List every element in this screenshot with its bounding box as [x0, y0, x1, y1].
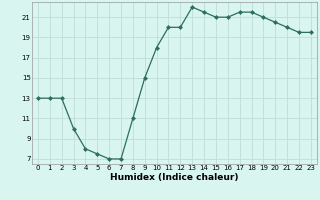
X-axis label: Humidex (Indice chaleur): Humidex (Indice chaleur)	[110, 173, 239, 182]
